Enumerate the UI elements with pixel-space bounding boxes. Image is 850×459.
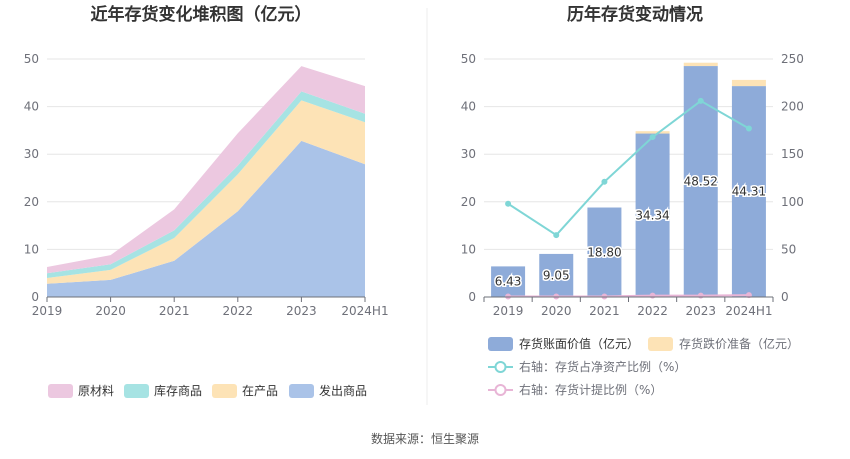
line-series-2 (507, 99, 750, 237)
area-series-2 (47, 91, 365, 279)
right-x-tick-label: 2024H1 (725, 304, 772, 318)
left-axis: 0 10 20 30 40 50 2019 2020 2021 2022 2023 2024H1 (24, 52, 389, 318)
bar-book-value (635, 133, 670, 297)
right-y-right-tick-label: 200 (781, 100, 804, 114)
legend-swatch-left (289, 384, 314, 398)
right-y-left-tick-label: 50 (461, 52, 476, 66)
right-x-tick-label: 2020 (541, 304, 572, 318)
line-point-3 (745, 292, 752, 299)
line-point-2 (601, 178, 608, 185)
line-point-2 (553, 232, 560, 239)
right-y-right-tick-label: 0 (781, 290, 789, 304)
left-y-tick-label: 50 (24, 52, 39, 66)
right-bar-labels: 6.43 9.05 18.80 34.34 48.52 44.31 (493, 173, 767, 290)
legend-label-left: 在产品 (242, 384, 278, 398)
left-x-tick-label: 2021 (159, 304, 190, 318)
left-y-tick-label: 10 (24, 242, 39, 256)
left-y-tick-label: 30 (24, 147, 39, 161)
legend-label-provision: 存货跌价准备（亿元） (679, 336, 799, 351)
bar-provision (635, 131, 670, 134)
line-point-2 (505, 200, 512, 207)
stacked-area-chart: 近年存货变化堆积图（亿元） 0 10 20 30 40 50 2019 2020 2021 202… (24, 4, 389, 398)
bar-provision (683, 62, 718, 67)
right-y-right-tick-label: 50 (781, 242, 796, 256)
left-x-tick-label: 2019 (32, 304, 63, 318)
left-x-tick-label: 2022 (223, 304, 254, 318)
right-axis: 0 10 20 30 40 50 0 50 100 150 200 250 2019 2020 2021 20… (461, 52, 804, 318)
right-legend: 存货账面价值（亿元） 存货跌价准备（亿元） 右轴：存货占净资产比例（%） 右轴：存货计… (488, 336, 799, 397)
right-y-left-tick-label: 20 (461, 195, 476, 209)
legend-swatch-left (212, 384, 237, 398)
right-gridlines (484, 58, 773, 298)
bar-data-label: 9.05 (543, 268, 570, 282)
right-x-tick-label: 2023 (685, 304, 716, 318)
left-x-tick-label: 2024H1 (341, 304, 388, 318)
legend-swatch-marker (494, 361, 507, 373)
line-point-2 (745, 125, 752, 132)
right-y-left-tick-label: 0 (468, 290, 476, 304)
left-y-tick-label: 40 (24, 100, 39, 114)
legend-label-left: 库存商品 (154, 383, 202, 398)
area-series-0 (47, 140, 365, 297)
left-x-tick-label: 2023 (286, 304, 317, 318)
right-y-right-tick-label: 250 (781, 52, 804, 66)
right-chart-title: 历年存货变动情况 (567, 4, 703, 25)
legend-swatch-left (48, 384, 73, 398)
area-series-3 (47, 66, 365, 274)
bar-book-value (539, 253, 574, 297)
legend-swatch-left (124, 384, 149, 398)
line-point-2 (649, 134, 656, 141)
left-y-tick-label: 0 (31, 290, 39, 304)
legend-swatch-provision (648, 337, 673, 351)
bar-data-label: 44.31 (732, 185, 766, 199)
legend-label-left: 发出商品 (319, 383, 367, 398)
bar-data-label: 34.34 (635, 208, 669, 222)
legend-swatch-marker (494, 384, 507, 396)
line-point-2 (697, 97, 704, 104)
left-areas (47, 66, 365, 297)
right-x-tick-label: 2019 (493, 304, 524, 318)
bar-book-value (587, 207, 622, 297)
legend-label-line: 右轴：存货占净资产比例（%） (519, 359, 686, 374)
legend-swatch-book-value (488, 337, 513, 351)
bar-book-value (683, 66, 718, 297)
right-y-left-tick-label: 40 (461, 100, 476, 114)
bar-data-label: 18.80 (587, 245, 621, 259)
bar-line-combo-chart: 历年存货变动情况 6.43 9.05 18.80 34.34 48.52 44.31 0 1… (461, 4, 804, 397)
right-y-left-tick-label: 30 (461, 147, 476, 161)
left-chart-title: 近年存货变化堆积图（亿元） (91, 4, 312, 25)
legend-label-left: 原材料 (78, 384, 114, 398)
left-y-tick-label: 20 (24, 195, 39, 209)
right-bars (491, 62, 766, 297)
legend-label-book-value: 存货账面价值（亿元） (519, 336, 639, 351)
bar-data-label: 48.52 (684, 175, 718, 189)
bar-data-label: 6.43 (495, 275, 522, 289)
right-y-right-tick-label: 150 (781, 147, 804, 161)
right-y-right-tick-label: 100 (781, 195, 804, 209)
bar-provision (731, 79, 766, 87)
area-series-1 (47, 100, 365, 284)
bar-book-value (491, 266, 526, 297)
right-x-tick-label: 2021 (589, 304, 620, 318)
data-source: 数据来源：恒生聚源 (371, 431, 479, 446)
right-x-tick-label: 2022 (637, 304, 668, 318)
right-y-left-tick-label: 10 (461, 242, 476, 256)
left-legend: 原材料 库存商品 在产品 发出商品 (48, 383, 367, 398)
left-x-tick-label: 2020 (95, 304, 126, 318)
legend-label-line: 右轴：存货计提比例（%） (519, 382, 662, 397)
